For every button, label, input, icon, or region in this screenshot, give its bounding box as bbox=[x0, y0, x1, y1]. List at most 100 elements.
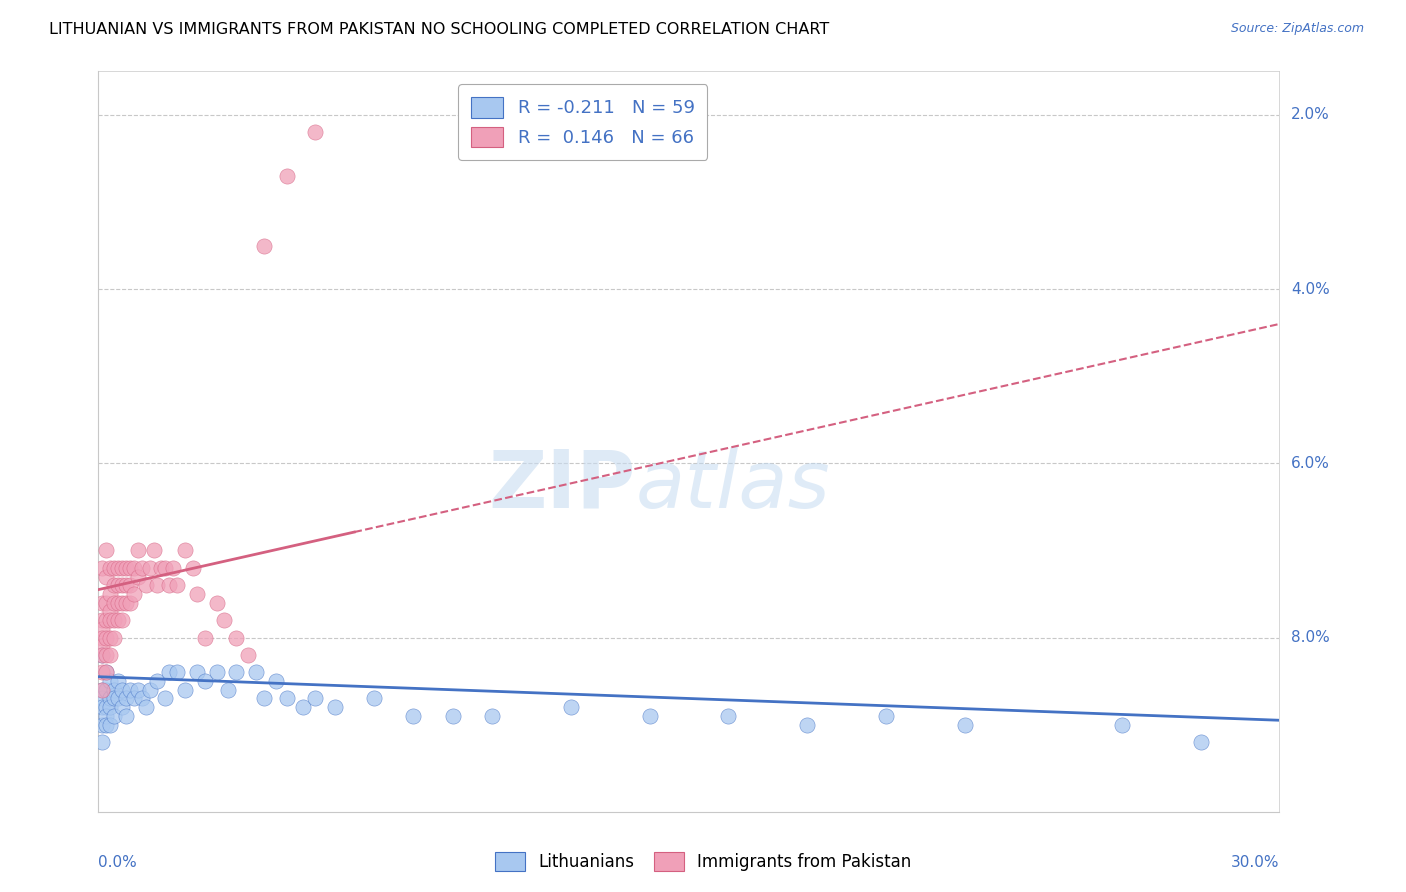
Point bbox=[166, 578, 188, 592]
Text: 8.0%: 8.0% bbox=[1291, 630, 1330, 645]
Point bbox=[875, 709, 897, 723]
Point bbox=[131, 561, 153, 575]
Point bbox=[174, 682, 197, 697]
Point bbox=[96, 596, 118, 610]
Text: Source: ZipAtlas.com: Source: ZipAtlas.com bbox=[1230, 22, 1364, 36]
Point bbox=[96, 631, 118, 645]
Point bbox=[304, 691, 326, 706]
Text: 6.0%: 6.0% bbox=[1291, 456, 1330, 471]
Point bbox=[107, 578, 129, 592]
Point bbox=[186, 665, 208, 680]
Point bbox=[91, 561, 114, 575]
Point bbox=[96, 700, 118, 714]
Point bbox=[122, 691, 145, 706]
Point bbox=[98, 700, 121, 714]
Point bbox=[135, 578, 157, 592]
Point bbox=[142, 543, 165, 558]
Point bbox=[253, 691, 276, 706]
Point bbox=[98, 674, 121, 689]
Point bbox=[122, 587, 145, 601]
Point bbox=[146, 578, 169, 592]
Text: 0.0%: 0.0% bbox=[98, 855, 138, 871]
Point bbox=[194, 674, 217, 689]
Point bbox=[264, 674, 287, 689]
Point bbox=[96, 543, 118, 558]
Point bbox=[363, 691, 385, 706]
Point bbox=[127, 569, 149, 583]
Point bbox=[292, 700, 315, 714]
Point bbox=[157, 665, 180, 680]
Point bbox=[91, 631, 114, 645]
Point bbox=[91, 613, 114, 627]
Point bbox=[138, 682, 160, 697]
Point bbox=[91, 717, 114, 731]
Point bbox=[91, 682, 114, 697]
Point bbox=[111, 578, 134, 592]
Point bbox=[118, 596, 141, 610]
Text: 4.0%: 4.0% bbox=[1291, 282, 1330, 297]
Point bbox=[96, 665, 118, 680]
Point bbox=[205, 665, 228, 680]
Point bbox=[111, 613, 134, 627]
Point bbox=[103, 691, 125, 706]
Point bbox=[115, 596, 138, 610]
Point bbox=[111, 561, 134, 575]
Point bbox=[98, 717, 121, 731]
Point bbox=[98, 648, 121, 662]
Point bbox=[107, 674, 129, 689]
Point bbox=[103, 613, 125, 627]
Point bbox=[166, 665, 188, 680]
Point bbox=[91, 700, 114, 714]
Point bbox=[103, 596, 125, 610]
Point bbox=[107, 561, 129, 575]
Point bbox=[98, 631, 121, 645]
Point bbox=[131, 691, 153, 706]
Point bbox=[127, 682, 149, 697]
Text: 30.0%: 30.0% bbox=[1232, 855, 1279, 871]
Point bbox=[122, 561, 145, 575]
Text: 2.0%: 2.0% bbox=[1291, 107, 1330, 122]
Point bbox=[107, 691, 129, 706]
Point bbox=[481, 709, 503, 723]
Legend: R = -0.211   N = 59, R =  0.146   N = 66: R = -0.211 N = 59, R = 0.146 N = 66 bbox=[458, 84, 707, 160]
Point bbox=[91, 648, 114, 662]
Point bbox=[98, 691, 121, 706]
Point bbox=[796, 717, 818, 731]
Point bbox=[96, 613, 118, 627]
Point bbox=[236, 648, 259, 662]
Point bbox=[98, 561, 121, 575]
Point bbox=[91, 682, 114, 697]
Point bbox=[118, 578, 141, 592]
Text: ZIP: ZIP bbox=[488, 447, 636, 525]
Point bbox=[118, 682, 141, 697]
Point bbox=[194, 631, 217, 645]
Point bbox=[96, 717, 118, 731]
Point bbox=[245, 665, 267, 680]
Point bbox=[103, 631, 125, 645]
Point bbox=[402, 709, 425, 723]
Point bbox=[953, 717, 976, 731]
Legend: Lithuanians, Immigrants from Pakistan: Lithuanians, Immigrants from Pakistan bbox=[486, 843, 920, 880]
Point bbox=[91, 665, 114, 680]
Point bbox=[162, 561, 184, 575]
Point bbox=[115, 709, 138, 723]
Point bbox=[91, 691, 114, 706]
Point bbox=[138, 561, 160, 575]
Point bbox=[157, 578, 180, 592]
Point bbox=[107, 596, 129, 610]
Text: atlas: atlas bbox=[636, 447, 831, 525]
Point bbox=[118, 561, 141, 575]
Point bbox=[111, 700, 134, 714]
Point bbox=[96, 709, 118, 723]
Point bbox=[127, 543, 149, 558]
Point bbox=[96, 682, 118, 697]
Point bbox=[91, 596, 114, 610]
Point bbox=[103, 578, 125, 592]
Point bbox=[91, 622, 114, 636]
Point bbox=[225, 665, 247, 680]
Point bbox=[135, 700, 157, 714]
Point bbox=[91, 735, 114, 749]
Point bbox=[717, 709, 740, 723]
Point bbox=[1111, 717, 1133, 731]
Point bbox=[98, 604, 121, 618]
